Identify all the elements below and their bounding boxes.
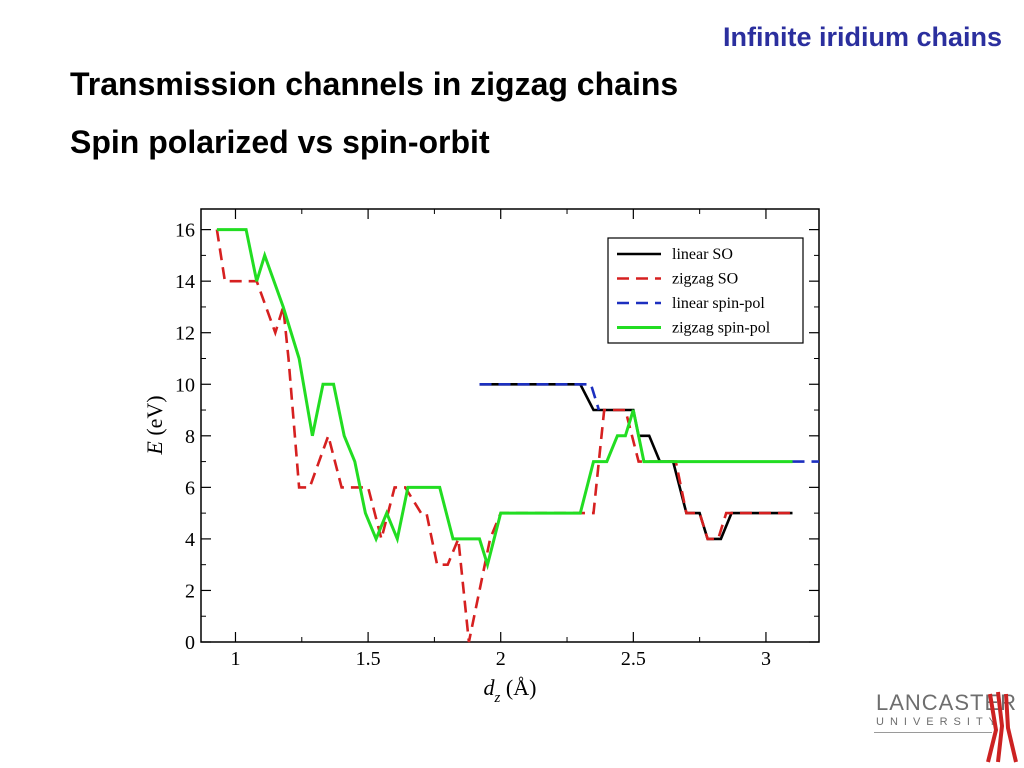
slide-title: Transmission channels in zigzag chains (70, 66, 679, 102)
logo-rose-mark (986, 691, 1018, 763)
lancaster-university-logo: LANCASTER UNIVERSITY (872, 688, 1020, 766)
legend-box (607, 237, 804, 344)
x-tick-label: 1 (230, 648, 240, 670)
x-tick-labels: 1 1.5 2 2.5 3 (230, 648, 770, 670)
legend-label-linear-spin-pol: linear spin-pol (672, 295, 765, 312)
x-axis-label-sub: z (494, 690, 501, 706)
y-axis-label: E (eV) (142, 395, 167, 455)
y-tick-label: 6 (185, 477, 195, 499)
y-tick-label: 14 (175, 271, 195, 293)
y-tick-label: 0 (185, 632, 195, 654)
logo-rule (874, 732, 992, 733)
x-axis-label: dz (Å) (484, 675, 537, 706)
x-tick-label: 3 (761, 648, 771, 670)
slide-subtitle: Spin polarized vs spin-orbit (70, 124, 490, 160)
legend-label-zigzag-so: zigzag SO (672, 271, 738, 288)
legend-label-linear-so: linear SO (672, 246, 733, 263)
y-tick-label: 8 (185, 426, 195, 448)
x-axis-label-unit: (Å) (500, 675, 536, 700)
y-axis-label-main: E (142, 441, 167, 456)
y-tick-label: 12 (175, 323, 195, 345)
logo-subtext: UNIVERSITY (876, 716, 1003, 728)
y-tick-label: 10 (175, 374, 195, 396)
y-tick-label: 2 (185, 580, 195, 602)
header-tag: Infinite iridium chains (722, 22, 1002, 52)
series-layer (215, 228, 819, 643)
legend-entries: linear SO zigzag SO linear spin-pol zigzag … (617, 246, 771, 337)
y-tick-label: 16 (175, 220, 195, 242)
x-tick-label: 2.5 (621, 648, 646, 670)
y-tick-labels: 0 2 4 6 8 10 12 14 16 (175, 220, 195, 654)
x-axis-label-main: d (484, 675, 496, 700)
axis-ticks (201, 209, 819, 643)
legend-label-zigzag-spin-pol: zigzag spin-pol (672, 320, 771, 337)
y-axis-label-unit: (eV) (142, 395, 167, 441)
x-tick-label: 1.5 (356, 648, 381, 670)
legend: linear SO zigzag SO linear spin-pol zigzag … (607, 237, 804, 344)
x-tick-label: 2 (496, 648, 506, 670)
series-line-zigzag-spin-pol (216, 228, 793, 571)
y-tick-label: 4 (185, 529, 195, 551)
